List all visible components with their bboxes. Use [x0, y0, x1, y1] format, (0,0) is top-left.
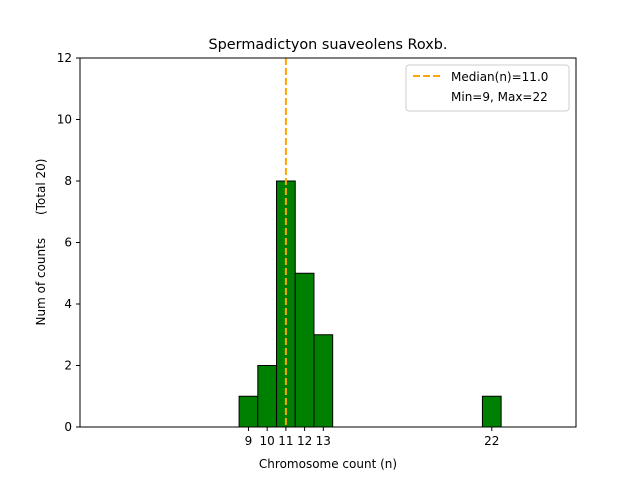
x-tick-label: 9 — [245, 434, 253, 448]
bar-n-12 — [294, 272, 315, 428]
bar-n-22 — [481, 395, 502, 428]
bar-n-13 — [313, 334, 334, 428]
y-axis-ticks: 0 2 4 6 8 10 12 — [57, 51, 80, 434]
legend-box — [405, 64, 570, 112]
x-tick-label: 22 — [484, 434, 499, 448]
y-tick-label: 0 — [64, 420, 72, 434]
legend-entry-range: Min=9, Max=22 — [451, 90, 548, 104]
legend-entry-median: Median(n)=11.0 — [451, 70, 548, 84]
legend: Median(n)=11.0 Min=9, Max=22 — [405, 64, 570, 112]
y-tick-label: 8 — [64, 174, 72, 188]
bar-n-10 — [257, 365, 278, 428]
y-tick-label: 10 — [57, 113, 72, 127]
y-tick-label: 6 — [64, 236, 72, 250]
chart-title: Spermadictyon suaveolens Roxb. — [209, 37, 448, 53]
y-tick-label: 2 — [64, 359, 72, 373]
x-axis-ticks: 9 10 11 12 13 22 — [245, 427, 499, 448]
bars-layer — [238, 180, 502, 428]
y-tick-label: 12 — [57, 51, 72, 65]
y-axis-label: Num of counts (Total 20) — [34, 159, 48, 326]
x-tick-label: 10 — [260, 434, 275, 448]
x-tick-label: 12 — [297, 434, 312, 448]
x-axis-label: Chromosome count (n) — [259, 457, 397, 471]
bar-n-9 — [238, 395, 259, 428]
x-tick-label: 11 — [278, 434, 293, 448]
x-tick-label: 13 — [316, 434, 331, 448]
y-tick-label: 4 — [64, 297, 72, 311]
